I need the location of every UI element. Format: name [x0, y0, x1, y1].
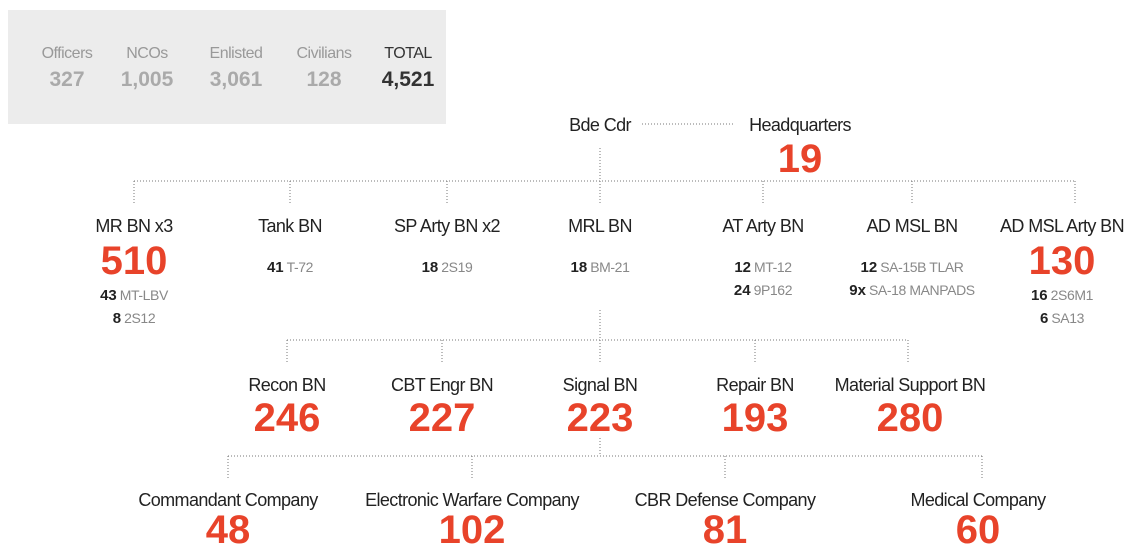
summary-value: 3,061 — [210, 68, 263, 91]
company-count: 81 — [703, 508, 748, 546]
equipment-type: SA-15B TLAR — [880, 259, 964, 275]
equipment-type: SA-18 MANPADS — [869, 282, 975, 298]
equipment-type: MT-LBV — [120, 287, 169, 303]
support-count: 246 — [254, 396, 321, 440]
equipment-qty: 8 — [113, 310, 121, 327]
equipment-qty: 12 — [734, 259, 751, 276]
equipment: 16 2S6M1 — [1031, 287, 1094, 304]
equipment-qty: 6 — [1040, 310, 1048, 327]
equipment: 12 SA-15B TLAR — [861, 259, 964, 276]
battalion-name: SP Arty BN x2 — [394, 216, 501, 236]
support-name: Repair BN — [716, 375, 794, 395]
summary-value: 1,005 — [121, 68, 174, 91]
equipment-qty: 16 — [1031, 287, 1048, 304]
summary-label: Civilians — [296, 45, 352, 62]
summary-value: 327 — [49, 68, 84, 91]
equipment: 43 MT-LBV — [100, 287, 169, 304]
support-count: 223 — [567, 396, 634, 440]
summary-label: TOTAL — [384, 45, 432, 62]
equipment: 41 T-72 — [267, 259, 314, 276]
commander: Bde Cdr — [569, 115, 631, 135]
battalion-name: AD MSL Arty BN — [1000, 216, 1124, 236]
hq-count: 19 — [778, 137, 823, 181]
equipment-qty: 41 — [267, 259, 284, 276]
equipment-qty: 43 — [100, 287, 117, 304]
equipment-qty: 9x — [849, 282, 866, 299]
battalion-name: MR BN x3 — [95, 216, 173, 236]
support-name: Signal BN — [563, 375, 638, 395]
summary-label: Enlisted — [210, 45, 263, 62]
equipment: 18 2S19 — [422, 259, 473, 276]
company-name: Electronic Warfare Company — [365, 490, 579, 510]
equipment-qty: 12 — [861, 259, 878, 276]
equipment: 12 MT-12 — [734, 259, 792, 276]
equipment: 8 2S12 — [113, 310, 156, 327]
summary-label: NCOs — [126, 45, 168, 62]
company-count: 48 — [206, 508, 251, 546]
equipment-type: SA13 — [1051, 310, 1084, 326]
summary-label: Officers — [42, 45, 93, 62]
company-count: 102 — [439, 508, 506, 546]
support-count: 280 — [877, 396, 944, 440]
company-name: Medical Company — [910, 490, 1046, 510]
equipment-type: 2S12 — [124, 310, 156, 326]
equipment-qty: 18 — [571, 259, 588, 276]
support-name: Recon BN — [248, 375, 325, 395]
support-count: 227 — [409, 396, 476, 440]
equipment-type: 9P162 — [754, 282, 793, 298]
battalion-name: AD MSL BN — [867, 216, 958, 236]
equipment: 9x SA-18 MANPADS — [849, 282, 975, 299]
battalion-name: AT Arty BN — [722, 216, 803, 236]
equipment: 24 9P162 — [734, 282, 793, 299]
battalion-count: 130 — [1029, 239, 1096, 283]
summary-value: 128 — [306, 68, 341, 91]
equipment-type: T-72 — [287, 259, 314, 275]
equipment-qty: 18 — [422, 259, 439, 276]
battalion-count: 510 — [101, 239, 168, 283]
hq-label: Headquarters — [749, 115, 851, 135]
support-name: CBT Engr BN — [391, 375, 493, 395]
equipment-qty: 24 — [734, 282, 751, 299]
equipment: 6 SA13 — [1040, 310, 1085, 327]
company-name: Commandant Company — [138, 490, 318, 510]
equipment-type: MT-12 — [754, 259, 792, 275]
support-count: 193 — [722, 396, 789, 440]
equipment-type: 2S6M1 — [1051, 287, 1094, 303]
battalion-name: Tank BN — [258, 216, 322, 236]
equipment-type: 2S19 — [441, 259, 473, 275]
summary-box — [8, 10, 446, 124]
company-count: 60 — [956, 508, 1001, 546]
equipment-type: BM-21 — [590, 259, 630, 275]
battalion-name: MRL BN — [568, 216, 632, 236]
equipment: 18 BM-21 — [571, 259, 631, 276]
summary-value: 4,521 — [382, 68, 435, 91]
company-name: CBR Defense Company — [635, 490, 816, 510]
support-name: Material Support BN — [835, 375, 986, 395]
